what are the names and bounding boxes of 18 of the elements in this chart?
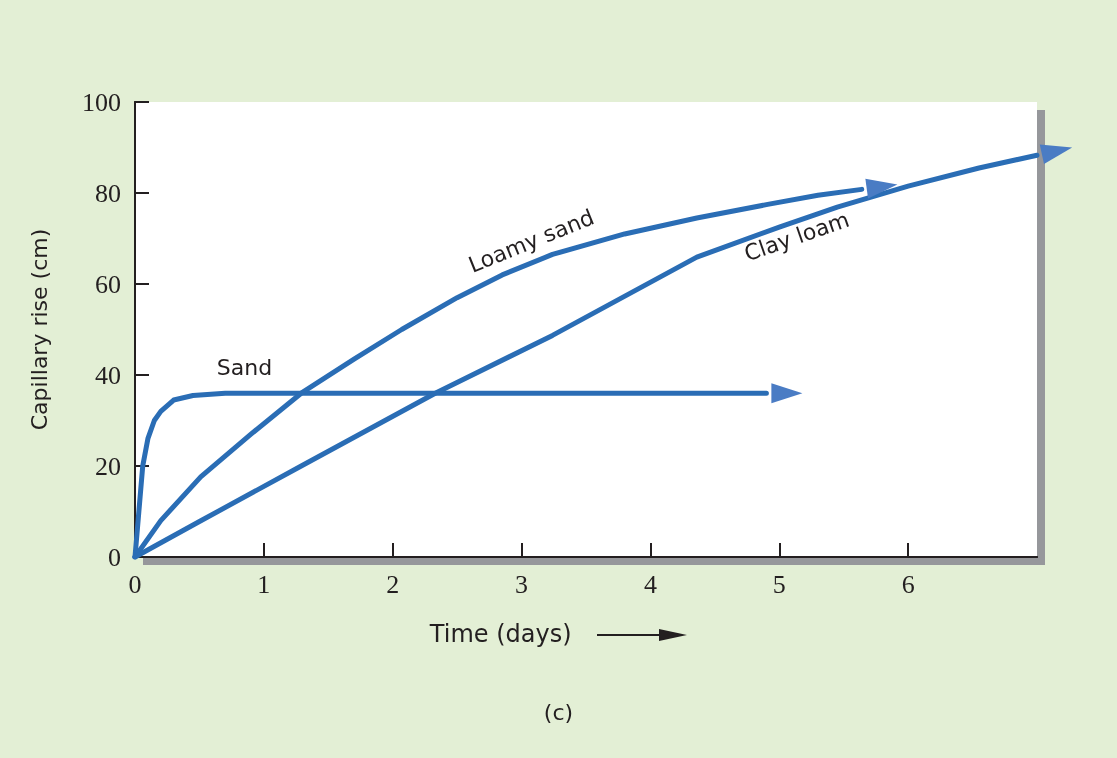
x-tick-label: 1 [257,569,271,599]
x-tick-label: 5 [772,569,786,599]
y-tick-label: 40 [95,360,121,390]
y-tick-label: 80 [95,178,121,208]
y-tick-label: 100 [82,87,121,117]
x-axis-title: Time (days) [429,620,572,648]
y-tick-label: 0 [108,542,121,572]
text: Clay loam [740,206,853,267]
y-tick-label: 60 [95,269,121,299]
x-tick-label: 2 [386,569,400,599]
y-axis-title: Capillary rise (cm) [26,228,52,431]
x-tick-label: 0 [128,569,142,599]
text: (c) [542,700,575,725]
y-tick-label: 20 [95,451,121,481]
series-label: Sand [216,355,273,381]
x-tick-label: 6 [901,569,915,599]
x-tick-label: 3 [515,569,529,599]
x-tick-label: 4 [643,569,657,599]
